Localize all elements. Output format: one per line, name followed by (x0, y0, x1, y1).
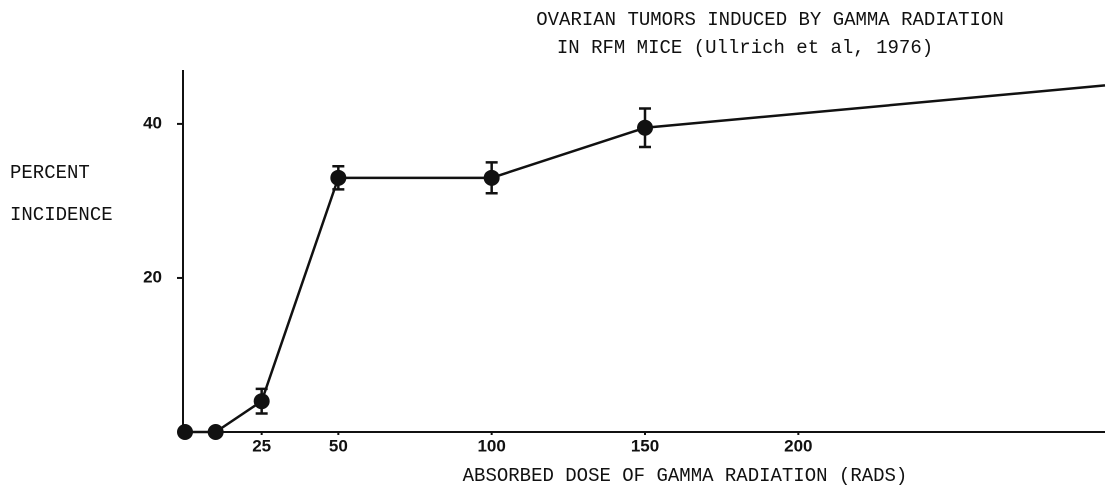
line-extension (644, 84, 1106, 130)
chart-subtitle: IN RFM MICE (Ullrich et al, 1976) (557, 37, 933, 59)
x-tick-label: 200 (784, 436, 812, 455)
y-tick-label: 20 (143, 267, 162, 286)
x-axis-label: ABSORBED DOSE OF GAMMA RADIATION (RADS) (463, 465, 908, 487)
x-tick-label: 100 (477, 436, 505, 455)
x-tick-label: 25 (252, 436, 271, 455)
data-point (330, 169, 347, 186)
data-point (483, 169, 500, 186)
chart-title: OVARIAN TUMORS INDUCED BY GAMMA RADIATIO… (536, 9, 1003, 31)
y-axis-label: PERCENT (10, 162, 90, 184)
data-point (207, 424, 224, 440)
data-line (185, 126, 646, 434)
data-point (253, 393, 270, 410)
data-point (177, 424, 193, 440)
y-tick-label: 40 (143, 113, 162, 132)
y-axis-label: INCIDENCE (10, 204, 113, 226)
x-tick-label: 50 (329, 436, 348, 455)
data-point (637, 119, 653, 136)
x-tick-label: 150 (631, 436, 659, 455)
